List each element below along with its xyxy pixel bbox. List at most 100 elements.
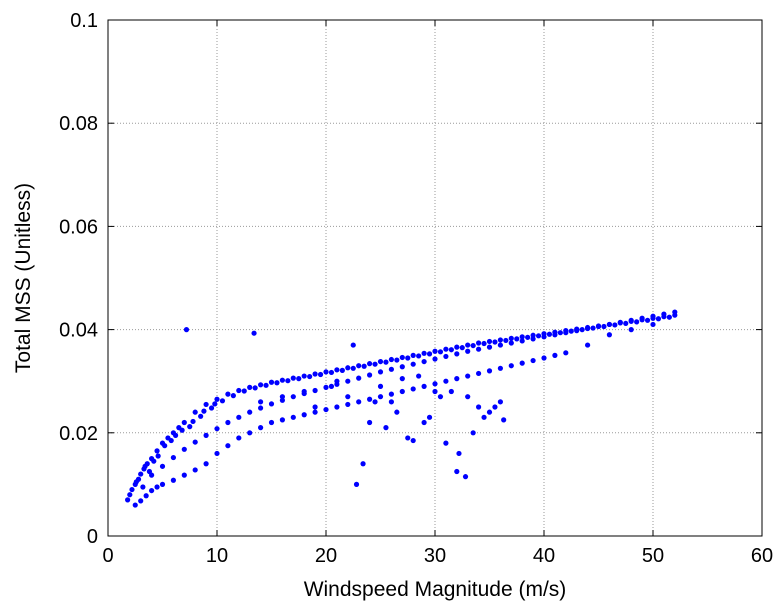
data-point bbox=[465, 348, 471, 354]
data-point bbox=[437, 349, 444, 355]
data-point bbox=[377, 358, 384, 365]
data-point bbox=[459, 345, 465, 351]
data-point bbox=[230, 393, 236, 399]
data-point bbox=[372, 361, 378, 367]
data-point bbox=[251, 330, 257, 336]
data-point bbox=[149, 472, 155, 478]
data-point bbox=[410, 386, 416, 392]
data-point bbox=[339, 367, 345, 373]
data-point bbox=[519, 334, 525, 340]
data-point bbox=[138, 498, 144, 504]
data-point bbox=[465, 394, 471, 400]
data-point bbox=[360, 461, 366, 467]
data-point bbox=[312, 371, 318, 377]
data-point bbox=[356, 375, 362, 381]
data-point bbox=[377, 394, 384, 400]
data-point bbox=[154, 484, 160, 490]
data-point bbox=[236, 435, 242, 441]
y-tick-label: 0.06 bbox=[59, 216, 98, 238]
data-point bbox=[279, 397, 285, 403]
data-point bbox=[170, 477, 176, 483]
data-point bbox=[399, 376, 405, 382]
data-point bbox=[127, 492, 133, 498]
data-point bbox=[666, 314, 672, 320]
y-tick-label: 0.08 bbox=[59, 113, 98, 135]
data-point bbox=[345, 378, 351, 384]
data-point bbox=[334, 381, 340, 387]
data-point bbox=[125, 497, 131, 503]
data-point bbox=[481, 414, 487, 420]
data-point bbox=[258, 382, 264, 388]
data-point bbox=[312, 387, 318, 394]
data-point bbox=[328, 369, 335, 376]
data-point bbox=[268, 401, 275, 407]
data-point bbox=[159, 481, 166, 487]
data-point bbox=[448, 388, 454, 395]
data-point bbox=[497, 337, 503, 343]
data-point bbox=[241, 388, 247, 394]
x-tick-label: 0 bbox=[102, 545, 113, 567]
data-point bbox=[563, 330, 569, 336]
data-point bbox=[372, 399, 378, 405]
data-point bbox=[585, 325, 591, 332]
data-point bbox=[486, 338, 493, 345]
data-point bbox=[443, 353, 449, 360]
data-point bbox=[634, 319, 640, 325]
data-point bbox=[492, 339, 498, 345]
data-point bbox=[388, 356, 394, 363]
data-point bbox=[388, 399, 394, 405]
data-point bbox=[410, 361, 416, 367]
data-point bbox=[585, 342, 591, 348]
data-point bbox=[492, 404, 498, 410]
data-point bbox=[268, 419, 275, 426]
data-point bbox=[334, 404, 340, 410]
data-point bbox=[181, 446, 187, 452]
data-point bbox=[456, 450, 462, 457]
data-point bbox=[155, 453, 161, 459]
data-point bbox=[388, 391, 394, 397]
data-point bbox=[172, 432, 179, 438]
data-point bbox=[454, 376, 460, 382]
data-point bbox=[443, 346, 449, 352]
data-point bbox=[290, 394, 296, 400]
data-point bbox=[650, 321, 656, 328]
data-point bbox=[192, 467, 198, 473]
data-point bbox=[367, 361, 373, 367]
data-point bbox=[323, 406, 329, 413]
data-point bbox=[454, 468, 460, 475]
data-point bbox=[192, 409, 198, 415]
data-point bbox=[508, 335, 514, 341]
data-point bbox=[168, 437, 174, 444]
data-point bbox=[421, 419, 427, 426]
data-point bbox=[552, 352, 558, 358]
data-point bbox=[541, 334, 547, 340]
data-point bbox=[187, 424, 193, 430]
y-tick-labels: 0 0.02 0.04 0.06 0.08 0.1 bbox=[59, 10, 98, 548]
data-point bbox=[312, 404, 318, 410]
data-point bbox=[361, 363, 367, 369]
data-point bbox=[301, 390, 307, 397]
data-point bbox=[181, 419, 187, 426]
data-point bbox=[279, 394, 285, 400]
data-point bbox=[421, 350, 427, 356]
data-point bbox=[486, 409, 493, 415]
data-point bbox=[263, 382, 269, 388]
data-point bbox=[628, 317, 634, 323]
data-point bbox=[416, 373, 422, 379]
data-point bbox=[258, 399, 264, 405]
data-point bbox=[497, 399, 503, 405]
data-point bbox=[154, 448, 160, 454]
y-tick-label: 0 bbox=[87, 526, 98, 548]
data-point bbox=[203, 401, 209, 408]
data-point bbox=[383, 359, 389, 365]
data-point bbox=[301, 373, 307, 379]
data-point bbox=[225, 443, 231, 449]
data-point bbox=[345, 394, 351, 400]
data-point bbox=[421, 358, 427, 365]
data-point bbox=[377, 369, 384, 375]
data-point bbox=[508, 340, 514, 346]
data-point bbox=[497, 365, 503, 371]
x-tick-label: 40 bbox=[533, 545, 555, 567]
data-point bbox=[501, 417, 507, 423]
data-point bbox=[214, 396, 220, 402]
